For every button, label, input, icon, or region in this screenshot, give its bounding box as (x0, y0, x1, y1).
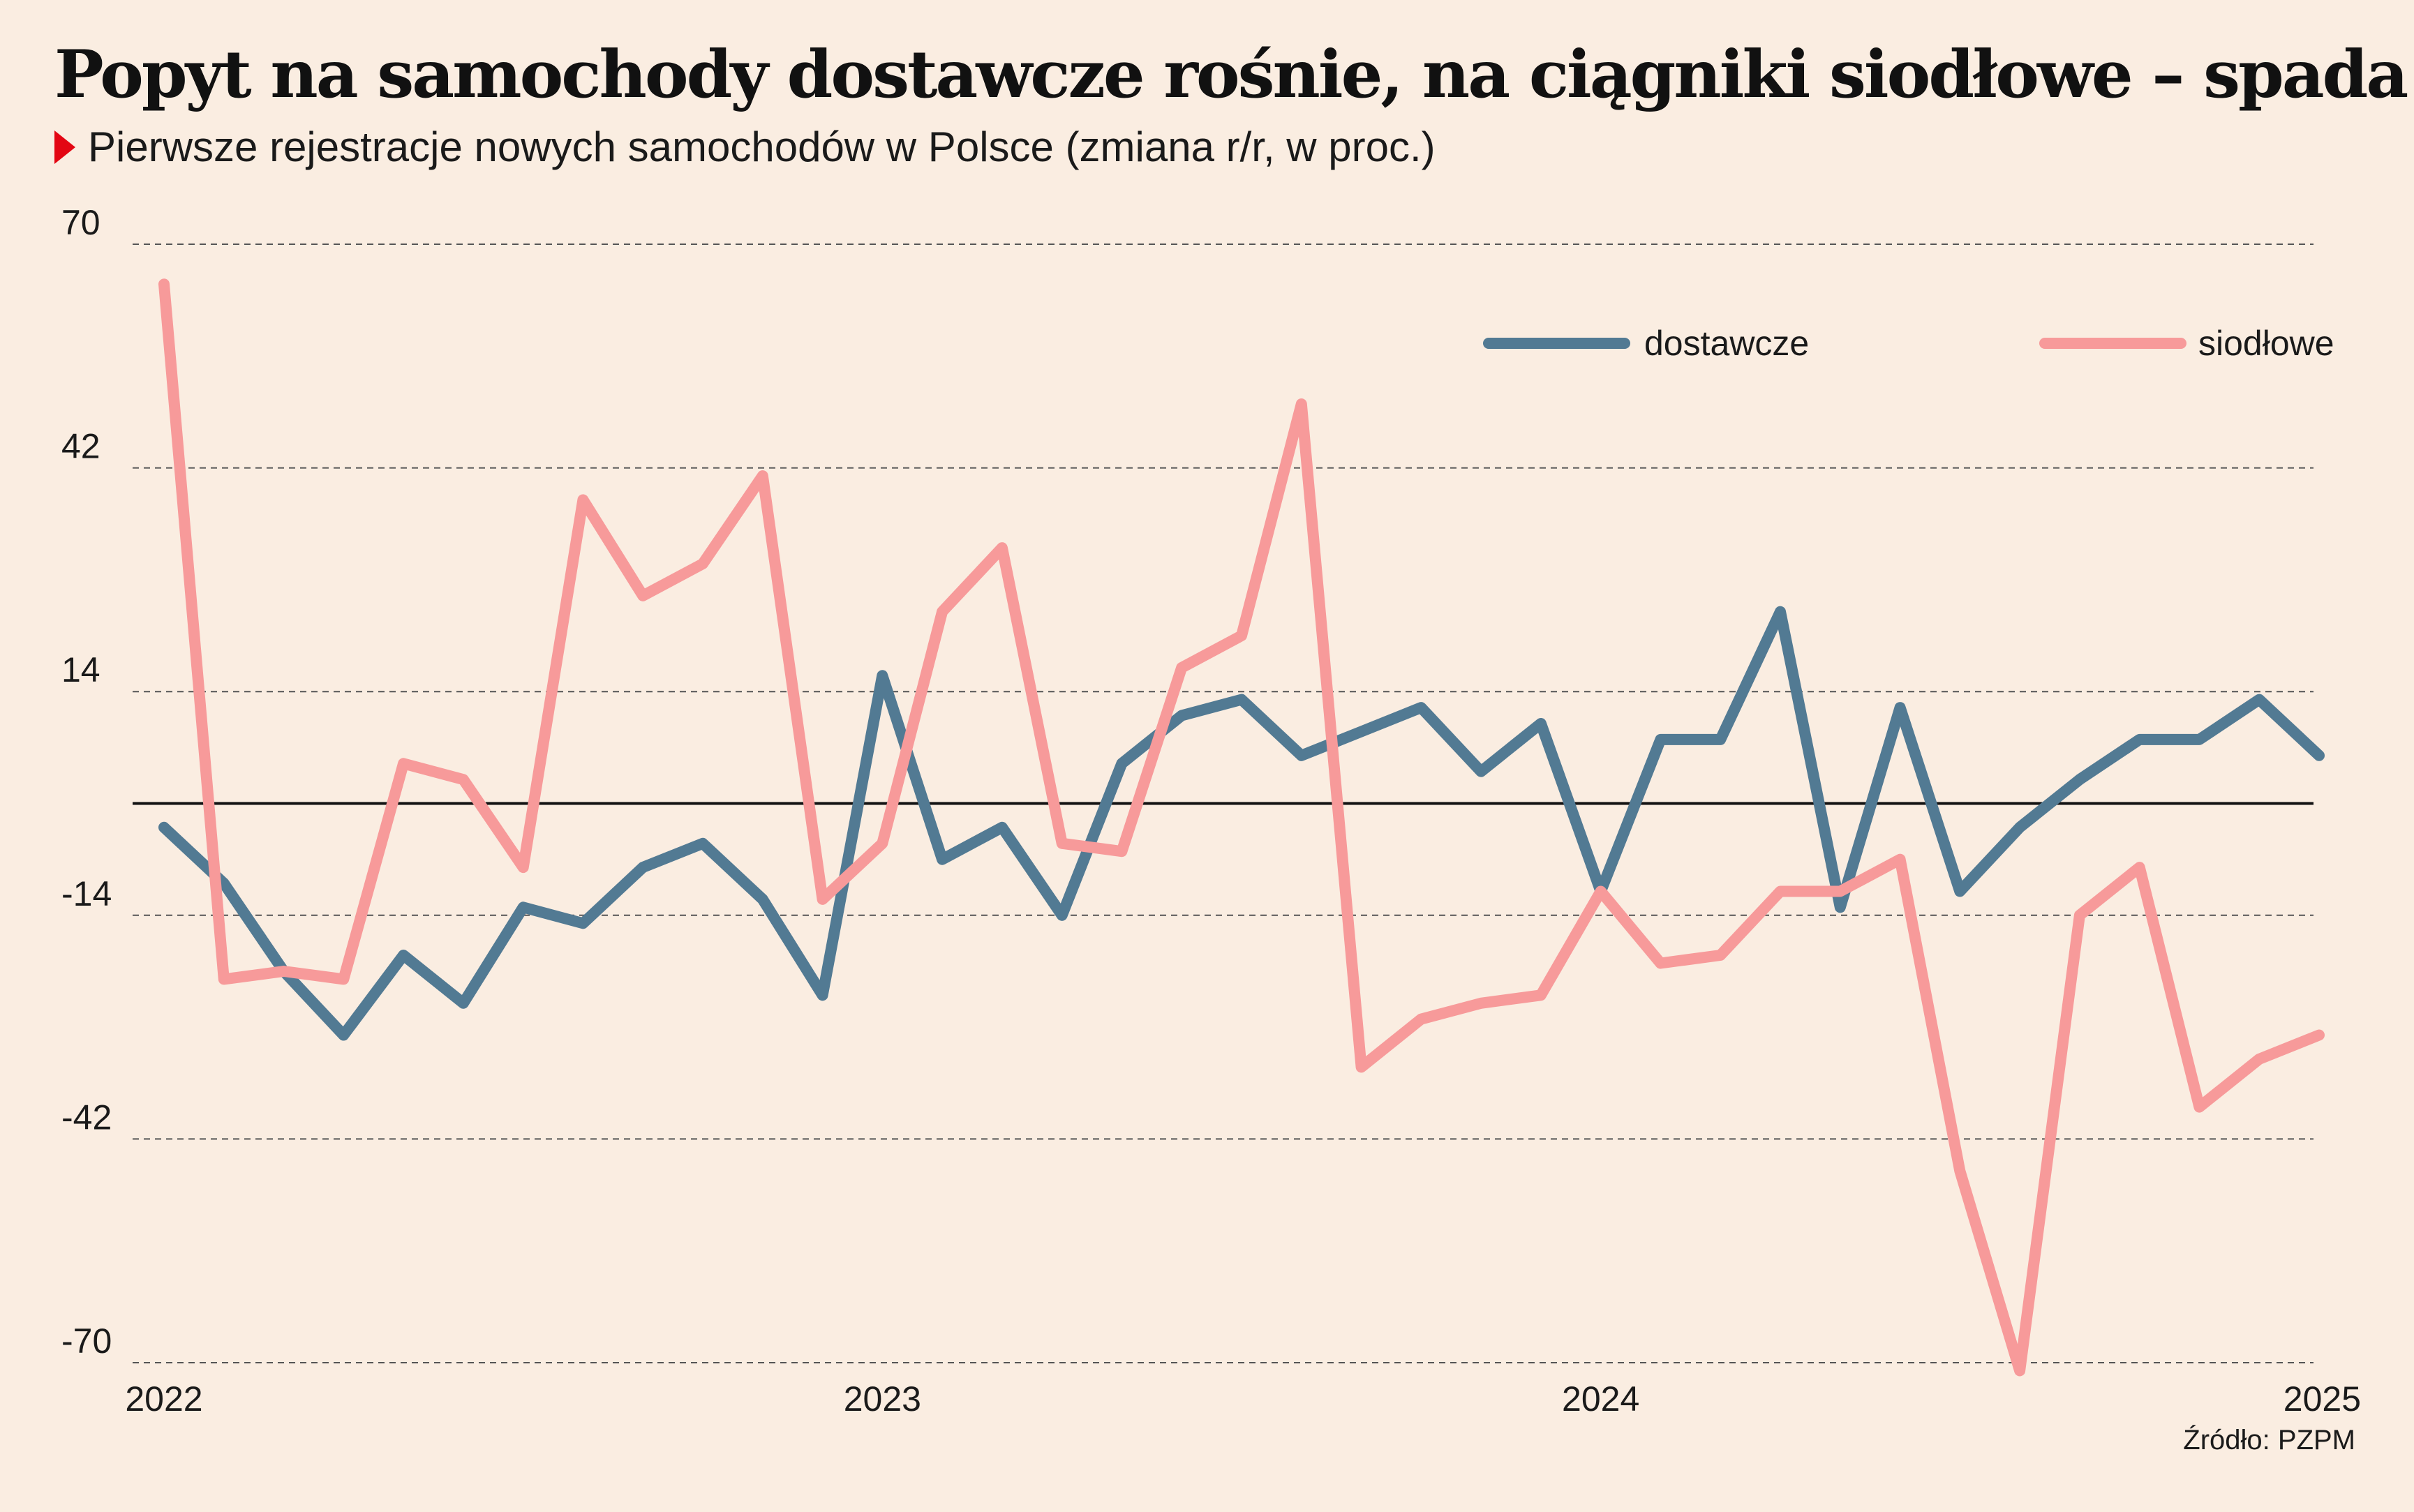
chart-title: Popyt na samochody dostawcze rośnie, na … (54, 36, 2408, 113)
y-tick-label: -70 (61, 1322, 112, 1361)
y-tick-label: 70 (61, 203, 100, 242)
y-tick-label: -14 (61, 874, 112, 913)
x-tick-label: 2024 (1562, 1379, 1639, 1419)
x-tick-label: 2025 (2283, 1379, 2361, 1419)
x-tick-label: 2023 (844, 1379, 921, 1419)
legend-label: siodłowe (2198, 324, 2334, 363)
x-axis-tick-labels: 2022 2023 2024 2025 (125, 1379, 2361, 1419)
legend: dostawcze siodłowe (1483, 324, 2334, 363)
x-tick-label: 2022 (125, 1379, 202, 1419)
chart-subtitle: Pierwsze rejestracje nowych samochodów w… (54, 123, 1436, 171)
y-tick-label: 14 (61, 650, 100, 689)
series-line-dostawcze (158, 606, 2325, 1041)
series-line-siodłowe (158, 278, 2325, 1377)
gridlines (133, 244, 2314, 1363)
y-tick-label: -42 (61, 1098, 112, 1137)
y-tick-label: 42 (61, 427, 100, 466)
red-triangle-icon (54, 130, 75, 164)
legend-label: dostawcze (1644, 324, 1809, 363)
source-note: Źródło: PZPM (2183, 1425, 2355, 1455)
y-axis-tick-labels: 70 42 14 -14 -42 -70 (61, 203, 112, 1361)
series-lines (158, 278, 2325, 1377)
chart-subtitle-text: Pierwsze rejestracje nowych samochodów w… (88, 123, 1436, 170)
